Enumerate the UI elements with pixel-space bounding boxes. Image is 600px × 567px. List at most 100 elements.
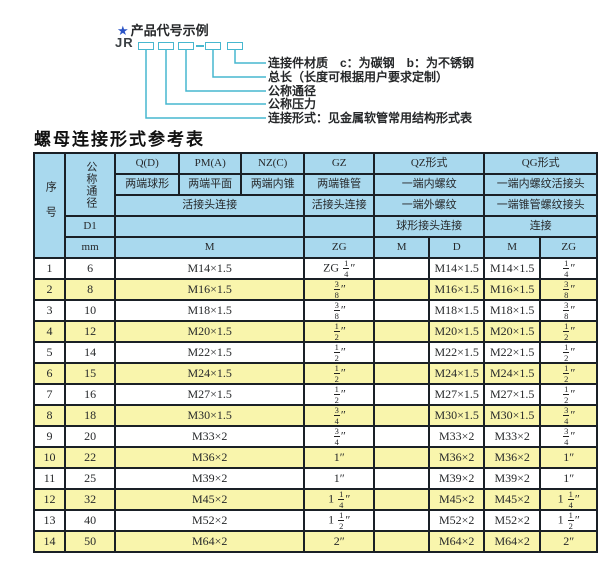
cell: M20×1.5	[428, 320, 486, 343]
cell: 1 2 ″	[303, 362, 376, 385]
cell: 6	[63, 257, 117, 280]
header-qz-d: D	[428, 236, 486, 259]
code-label-length: 总长（长度可根据用户要求定制）	[268, 70, 449, 84]
cell: 50	[63, 530, 117, 553]
cell: 20	[63, 425, 117, 448]
header-conn-qg: 一端锥管螺纹接头	[483, 194, 599, 217]
cell	[373, 488, 431, 511]
table-row: 1 6 M14×1.5 ZG 1 4 ″ M14×1.5 M14×1.5 1 4 ″	[33, 257, 599, 280]
cell: ZG 1 4 ″	[303, 257, 376, 280]
header-conn-union: 活接头连接	[114, 194, 306, 217]
cell: 13	[33, 509, 66, 532]
cell: 1 2 ″	[303, 383, 376, 406]
cell: 1″	[303, 467, 376, 490]
cell	[373, 278, 431, 301]
header-desc-qg: 一端内螺纹活接头	[483, 173, 599, 196]
header-d1: D1	[63, 215, 117, 238]
cell: M64×2	[428, 530, 486, 553]
cell: M14×1.5	[428, 257, 486, 280]
header-nominal-diameter: 公称通径	[63, 152, 117, 217]
cell: M24×1.5	[114, 362, 306, 385]
code-label-diameter: 公称通径	[268, 84, 317, 98]
cell: M24×1.5	[483, 362, 542, 385]
header-type-qz: QZ形式	[373, 152, 486, 175]
cell: 3 4 ″	[539, 425, 599, 448]
header-desc-qd: 两端球形	[114, 173, 181, 196]
cell: 3 8 ″	[303, 299, 376, 322]
cell: 22	[63, 446, 117, 469]
diagram-title: ★ 产品代号示例	[117, 20, 209, 39]
cell: 16	[63, 383, 117, 406]
code-label-conn-form: 连接形式：见金属软管常用结构形式表	[268, 111, 473, 125]
cell: 3 4 ″	[303, 404, 376, 427]
cell: M30×1.5	[483, 404, 542, 427]
cell: 3 8 ″	[539, 278, 599, 301]
cell	[373, 362, 431, 385]
diagram-title-text: 产品代号示例	[130, 23, 209, 38]
code-box-4	[205, 42, 221, 50]
cell: 10	[33, 446, 66, 469]
table-row: 14 50 M64×2 2″ M64×2 M64×2 2″	[33, 530, 599, 553]
cell: M16×1.5	[114, 278, 306, 301]
cell: M45×2	[428, 488, 486, 511]
cell: 25	[63, 467, 117, 490]
cell: 1″	[303, 446, 376, 469]
cell: M36×2	[483, 446, 542, 469]
cell: M64×2	[483, 530, 542, 553]
cell: 5	[33, 341, 66, 364]
cell: M20×1.5	[483, 320, 542, 343]
cell: 11	[33, 467, 66, 490]
cell: M45×2	[483, 488, 542, 511]
header-qg-m: M	[483, 236, 542, 259]
cell: 10	[63, 299, 117, 322]
cell: 1 1 4 ″	[303, 488, 376, 511]
cell: M36×2	[428, 446, 486, 469]
cell: 8	[63, 278, 117, 301]
cell: M33×2	[428, 425, 486, 448]
header-conn-gz: 活接头连接	[303, 194, 376, 217]
cell: 1 2 ″	[303, 320, 376, 343]
header-desc-qz: 一端内螺纹	[373, 173, 486, 196]
cell: M36×2	[114, 446, 306, 469]
cell: 14	[63, 341, 117, 364]
cell	[373, 530, 431, 553]
cell: M18×1.5	[483, 299, 542, 322]
cell: 40	[63, 509, 117, 532]
header-blank-gz	[303, 215, 376, 238]
cell: 2″	[303, 530, 376, 553]
table-title: 螺母连接形式参考表	[34, 130, 205, 150]
cell: 2	[33, 278, 66, 301]
table-row: 10 22 M36×2 1″ M36×2 M36×2 1″	[33, 446, 599, 469]
cell: M52×2	[483, 509, 542, 532]
header-type-pma: PM(A)	[178, 152, 243, 175]
cell: 2″	[539, 530, 599, 553]
cell: 18	[63, 404, 117, 427]
cell: 15	[63, 362, 117, 385]
product-code-prefix: JR	[115, 35, 134, 50]
cell: 1 1 2 ″	[303, 509, 376, 532]
cell	[373, 299, 431, 322]
table-header: 序号 公称通径 Q(D) PM(A) NZ(C) GZ QZ形式 QG形式 两端…	[33, 152, 599, 259]
table-row: 6 15 M24×1.5 1 2 ″ M24×1.5 M24×1.5 1 2 ″	[33, 362, 599, 385]
cell	[373, 320, 431, 343]
cell	[373, 509, 431, 532]
table-row: 12 32 M45×2 1 1 4 ″ M45×2 M45×2 1 1 4 ″	[33, 488, 599, 511]
product-code-diagram: ★ 产品代号示例 JR 连接件材质 c：为碳钢 b：为不锈钢 总长（长度可根据用户…	[0, 0, 600, 150]
table-row: 7 16 M27×1.5 1 2 ″ M27×1.5 M27×1.5 1 2 ″	[33, 383, 599, 406]
header-conn-qz: 一端外螺纹	[373, 194, 486, 217]
connector-lines	[145, 50, 266, 119]
spec-table: 序号 公称通径 Q(D) PM(A) NZ(C) GZ QZ形式 QG形式 两端…	[33, 152, 599, 553]
header-blank-left	[114, 215, 306, 238]
cell: M52×2	[114, 509, 306, 532]
cell: M39×2	[114, 467, 306, 490]
cell: 1 2 ″	[539, 341, 599, 364]
cell: 3 4 ″	[303, 425, 376, 448]
table-body: 1 6 M14×1.5 ZG 1 4 ″ M14×1.5 M14×1.5 1 4 ″ 2 8 M16×1.…	[33, 257, 599, 553]
header-connection: 连接	[483, 215, 599, 238]
cell: 9	[33, 425, 66, 448]
cell: M16×1.5	[428, 278, 486, 301]
code-box-3	[178, 42, 194, 50]
cell: 3	[33, 299, 66, 322]
cell: 1 2 ″	[539, 320, 599, 343]
cell: M22×1.5	[428, 341, 486, 364]
